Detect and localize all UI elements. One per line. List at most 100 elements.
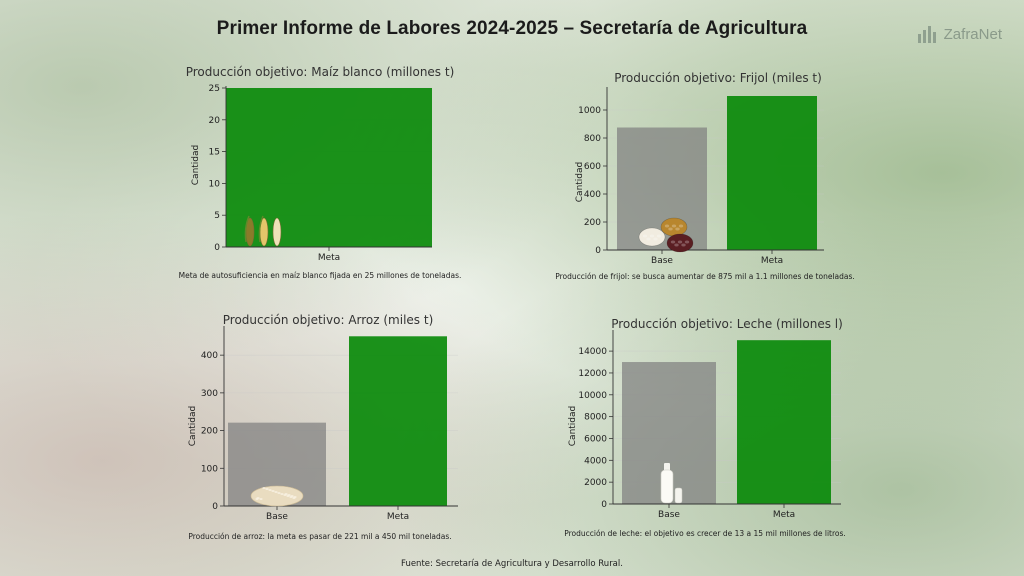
x-tick-label: Base [266,512,288,522]
y-tick-label: 0 [601,500,607,510]
chart-title: Producción objetivo: Maíz blanco (millon… [186,65,455,79]
chart-caption: Producción de arroz: la meta es pasar de… [188,532,452,541]
y-tick-label: 5 [214,211,220,221]
chart-maiz: Producción objetivo: Maíz blanco (millon… [186,65,455,263]
y-tick-label: 100 [201,464,218,474]
y-axis-label: Cantidad [568,406,578,446]
rice-grain [268,489,272,491]
plot-area: 0 100 200 300 400 Base Meta [201,326,458,522]
milk-glass [674,487,683,504]
rice-grain [290,495,294,497]
brand-logo: ZafraNet [917,24,1002,44]
rice-grain [259,498,263,500]
bar-chart-icon [917,26,936,43]
y-tick-label: 800 [584,134,601,144]
bean [684,240,690,244]
bean [646,237,651,241]
x-tick-label: Meta [318,253,340,263]
y-tick-label: 14000 [578,347,607,357]
y-tick-label: 600 [584,162,601,172]
y-tick-label: 400 [201,351,218,361]
source-note: Fuente: Secretaría de Agricultura y Desa… [401,559,623,569]
bar-meta [737,340,831,504]
bean [649,234,655,238]
corn-husk [244,215,250,243]
chart-frijol: Producción objetivo: Frijol (miles t) Ca… [575,71,824,266]
chart-caption: Producción de frijol: se busca aumentar … [555,272,855,281]
rice-grain [265,488,269,490]
chart-title: Producción objetivo: Leche (millones l) [611,317,843,331]
x-tick-label: Base [651,256,673,266]
rice-grain [280,493,284,495]
x-tick-label: Meta [773,510,795,520]
y-axis-label: Cantidad [188,406,198,446]
plot-area: 0 2000 4000 6000 8000 10000 12000 14000 Base Meta [578,330,841,520]
y-tick-label: 1000 [578,106,601,116]
y-tick-label: 20 [209,116,221,126]
bean [681,243,686,247]
y-axis-label: Cantidad [191,145,201,185]
y-tick-label: 300 [201,389,218,399]
y-tick-label: 10000 [578,391,607,401]
plot-area: 0 5 10 15 20 25 Meta [209,84,432,263]
brand-name: ZafraNet [943,25,1002,43]
chart-title: Producción objetivo: Arroz (miles t) [223,313,434,327]
y-tick-label: 15 [209,148,220,158]
y-tick-label: 2000 [584,478,607,488]
y-tick-label: 0 [212,502,218,512]
y-tick-label: 10 [209,179,221,189]
corn-icon [244,215,282,247]
bean [675,227,680,231]
y-tick-label: 0 [214,243,220,253]
bean [656,234,662,238]
rice-pile [250,485,304,507]
corn-husk [258,215,264,243]
rice-grain [262,487,266,489]
x-tick-label: Base [658,510,680,520]
chart-caption: Producción de leche: el objetivo es crec… [564,529,846,538]
rice-grain [271,490,275,492]
bean [642,234,648,238]
corn-cob [272,217,282,247]
y-tick-label: 400 [584,190,601,200]
bean-pile [666,233,694,253]
bean [668,227,673,231]
x-tick-label: Meta [761,256,783,266]
bean-pile [638,227,666,247]
milk-bottle-icon [660,463,683,504]
bean [674,243,679,247]
y-tick-label: 200 [584,218,601,228]
chart-caption: Meta de autosuficiencia en maíz blanco f… [178,271,462,280]
bean [677,240,683,244]
rice-grain [277,492,281,494]
chart-title: Producción objetivo: Frijol (miles t) [614,71,822,85]
bean [653,237,658,241]
bar-meta [349,336,447,506]
y-tick-label: 0 [595,246,601,256]
rice-grain [293,496,297,498]
y-axis-label: Cantidad [575,162,585,202]
chart-arroz: Producción objetivo: Arroz (miles t) Can… [188,313,458,522]
rice-grain [256,497,260,499]
bottle-neck [664,463,670,471]
x-tick-label: Meta [387,512,409,522]
bean [670,240,676,244]
bean [671,224,677,228]
y-tick-label: 25 [209,84,220,94]
rice-grain [274,491,278,493]
rice-grain [284,493,288,495]
y-tick-label: 4000 [584,456,607,466]
bottle-body [660,469,674,504]
bar-meta [226,88,432,247]
y-tick-label: 8000 [584,413,607,423]
y-tick-label: 200 [201,427,218,437]
beans-icon [638,217,694,253]
y-tick-label: 6000 [584,434,607,444]
y-tick-label: 12000 [578,369,607,379]
page-title: Primer Informe de Labores 2024-2025 – Se… [216,18,808,39]
rice-icon [250,485,304,507]
chart-leche: Producción objetivo: Leche (millones l) … [568,317,843,520]
plot-area: 0 200 400 600 800 1000 Base Meta [578,87,824,266]
bar-meta [727,96,817,250]
